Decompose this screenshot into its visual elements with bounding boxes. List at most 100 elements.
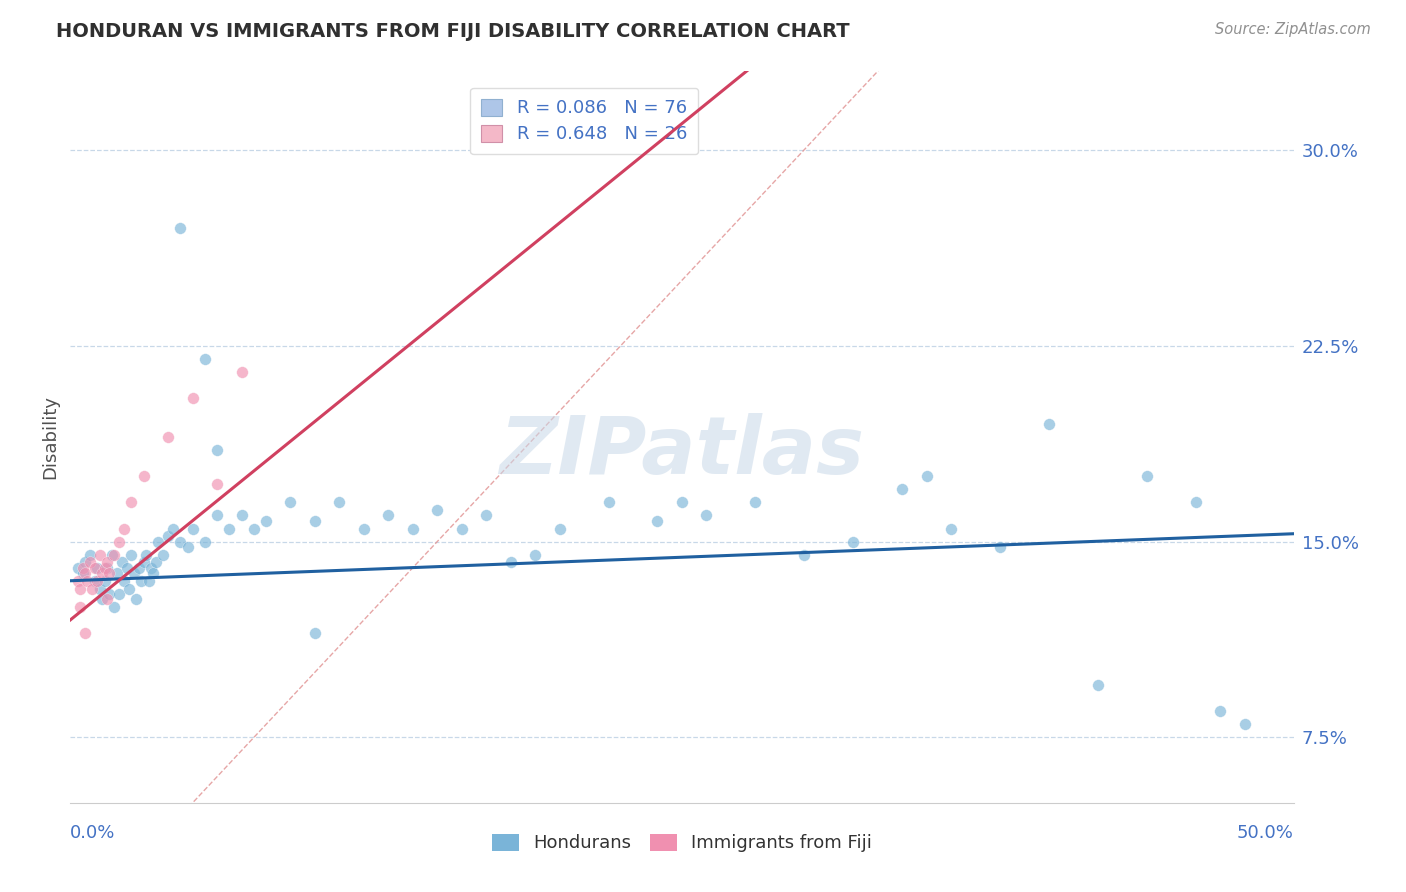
Point xyxy=(93,560,115,574)
Point xyxy=(96,556,118,570)
Point xyxy=(915,469,938,483)
Point xyxy=(73,556,96,570)
Text: HONDURAN VS IMMIGRANTS FROM FIJI DISABILITY CORRELATION CHART: HONDURAN VS IMMIGRANTS FROM FIJI DISABIL… xyxy=(56,22,849,41)
Point xyxy=(73,566,96,580)
Point xyxy=(328,495,350,509)
Point xyxy=(105,566,128,580)
Point xyxy=(162,521,184,535)
Point xyxy=(89,582,111,596)
Point xyxy=(121,548,143,562)
Text: 50.0%: 50.0% xyxy=(1237,823,1294,842)
Point xyxy=(647,514,669,528)
Y-axis label: Disability: Disability xyxy=(41,395,59,479)
Point xyxy=(103,548,125,562)
Point xyxy=(377,508,399,523)
Point xyxy=(205,508,228,523)
Point xyxy=(450,521,472,535)
Point xyxy=(79,556,101,570)
Point xyxy=(122,566,145,580)
Point xyxy=(205,443,228,458)
Text: Source: ZipAtlas.com: Source: ZipAtlas.com xyxy=(1215,22,1371,37)
Point xyxy=(842,534,865,549)
Point xyxy=(304,626,326,640)
Point xyxy=(695,508,717,523)
Point xyxy=(145,556,167,570)
Point xyxy=(132,556,155,570)
Point xyxy=(72,560,94,574)
Text: ZIPatlas: ZIPatlas xyxy=(499,413,865,491)
Point xyxy=(69,582,91,596)
Point xyxy=(69,599,91,614)
Point xyxy=(135,548,157,562)
Point xyxy=(76,574,98,588)
Point xyxy=(129,574,152,588)
Point xyxy=(169,534,191,549)
Point xyxy=(194,534,217,549)
Point xyxy=(598,495,620,509)
Point xyxy=(205,477,228,491)
Point xyxy=(82,582,104,596)
Point xyxy=(91,566,114,580)
Point xyxy=(181,521,204,535)
Point xyxy=(988,540,1011,554)
Point xyxy=(86,560,108,574)
Point xyxy=(181,391,204,405)
Point xyxy=(103,599,125,614)
Point xyxy=(169,221,191,235)
Point xyxy=(402,521,425,535)
Point xyxy=(353,521,375,535)
Point xyxy=(157,430,180,444)
Point xyxy=(548,521,571,535)
Text: 0.0%: 0.0% xyxy=(70,823,115,842)
Point xyxy=(112,574,135,588)
Point xyxy=(96,560,118,574)
Point xyxy=(231,365,253,379)
Point xyxy=(194,351,217,366)
Point xyxy=(671,495,693,509)
Point xyxy=(83,560,105,574)
Point xyxy=(304,514,326,528)
Point xyxy=(243,521,266,535)
Point xyxy=(66,574,89,588)
Point xyxy=(1087,678,1109,692)
Point xyxy=(152,548,174,562)
Point xyxy=(125,592,148,607)
Point xyxy=(524,548,547,562)
Point xyxy=(1184,495,1206,509)
Point xyxy=(108,587,131,601)
Point xyxy=(111,556,134,570)
Point xyxy=(86,574,108,588)
Point xyxy=(98,566,121,580)
Point xyxy=(793,548,815,562)
Point xyxy=(177,540,200,554)
Point xyxy=(1233,717,1256,731)
Point xyxy=(231,508,253,523)
Point xyxy=(891,483,914,497)
Point xyxy=(132,469,155,483)
Point xyxy=(79,548,101,562)
Point xyxy=(218,521,240,535)
Point xyxy=(112,521,135,535)
Point xyxy=(499,556,522,570)
Point xyxy=(1136,469,1159,483)
Point xyxy=(1038,417,1060,431)
Point xyxy=(1209,705,1232,719)
Point xyxy=(280,495,302,509)
Point xyxy=(73,626,96,640)
Point xyxy=(101,548,124,562)
Point xyxy=(128,560,150,574)
Point xyxy=(142,566,165,580)
Point xyxy=(475,508,498,523)
Point xyxy=(93,574,115,588)
Point xyxy=(939,521,962,535)
Point xyxy=(96,592,118,607)
Point xyxy=(72,566,94,580)
Point xyxy=(108,534,131,549)
Point xyxy=(744,495,766,509)
Point xyxy=(91,592,114,607)
Point xyxy=(121,495,143,509)
Point xyxy=(66,560,89,574)
Point xyxy=(139,560,162,574)
Point xyxy=(83,574,105,588)
Point xyxy=(89,548,111,562)
